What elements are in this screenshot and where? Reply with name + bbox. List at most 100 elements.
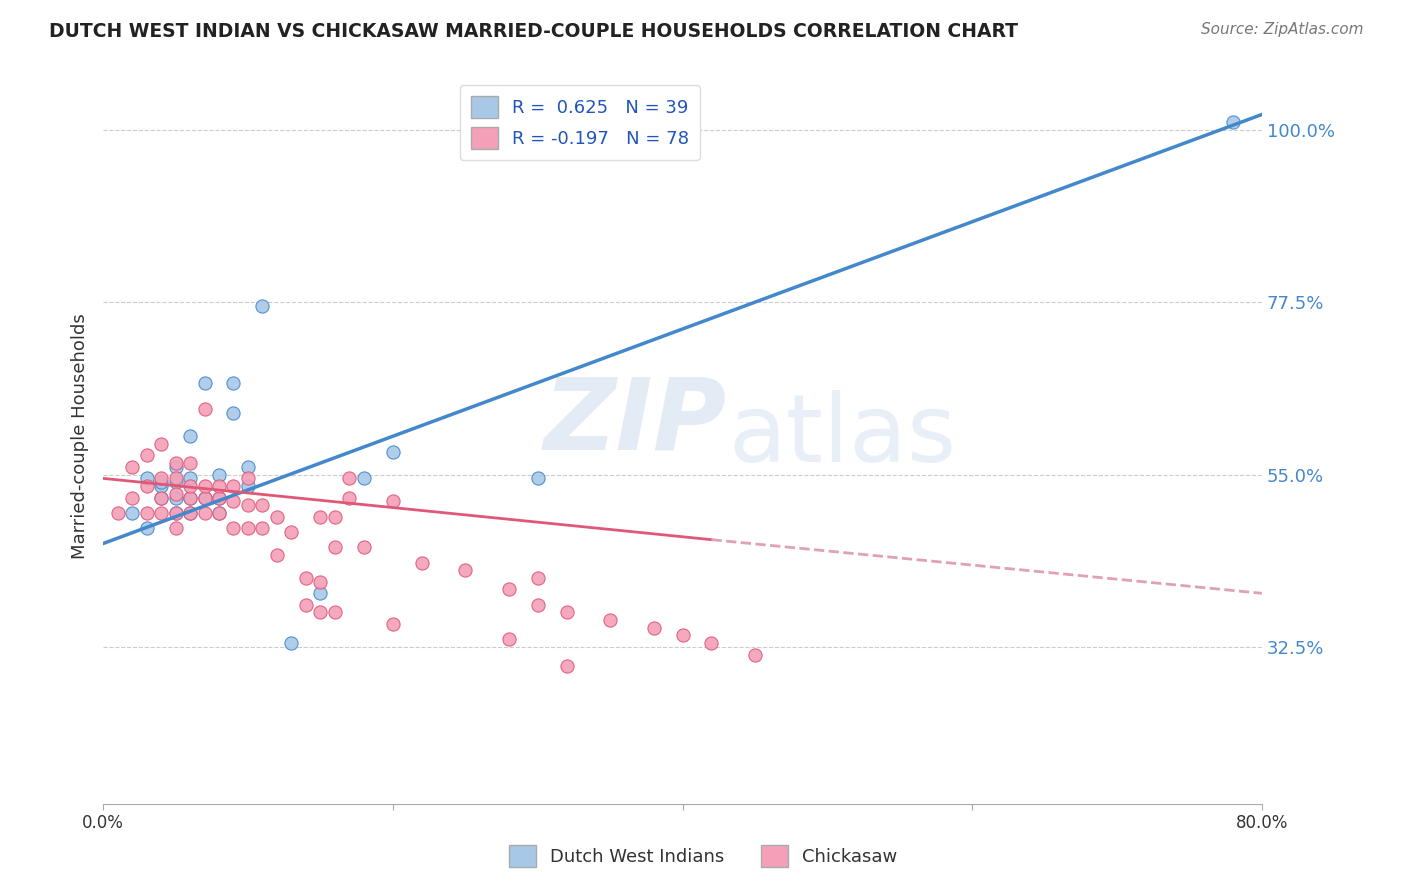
Text: ZIP: ZIP bbox=[544, 373, 727, 470]
Point bbox=[150, 491, 173, 505]
Point bbox=[643, 621, 665, 635]
Text: DUTCH WEST INDIAN VS CHICKASAW MARRIED-COUPLE HOUSEHOLDS CORRELATION CHART: DUTCH WEST INDIAN VS CHICKASAW MARRIED-C… bbox=[49, 22, 1018, 41]
Point bbox=[165, 486, 187, 500]
Legend: Dutch West Indians, Chickasaw: Dutch West Indians, Chickasaw bbox=[502, 838, 904, 874]
Point bbox=[222, 479, 245, 493]
Point bbox=[222, 521, 245, 535]
Point bbox=[121, 506, 143, 520]
Point bbox=[266, 548, 288, 562]
Point bbox=[193, 506, 215, 520]
Point bbox=[179, 479, 201, 493]
Point bbox=[165, 491, 187, 505]
Point bbox=[236, 498, 259, 512]
Point bbox=[309, 509, 332, 524]
Point bbox=[295, 598, 318, 612]
Point bbox=[323, 541, 346, 555]
Y-axis label: Married-couple Households: Married-couple Households bbox=[72, 313, 89, 559]
Point bbox=[309, 586, 332, 600]
Point bbox=[165, 471, 187, 485]
Point bbox=[150, 471, 173, 485]
Point bbox=[179, 456, 201, 470]
Point bbox=[135, 479, 157, 493]
Point bbox=[353, 541, 375, 555]
Point bbox=[337, 471, 360, 485]
Point bbox=[222, 494, 245, 508]
Point bbox=[700, 636, 723, 650]
Point bbox=[353, 471, 375, 485]
Point bbox=[744, 648, 766, 662]
Point bbox=[266, 509, 288, 524]
Point bbox=[208, 467, 231, 482]
Point bbox=[323, 606, 346, 620]
Point bbox=[179, 491, 201, 505]
Point bbox=[555, 659, 578, 673]
Point bbox=[165, 459, 187, 474]
Point bbox=[150, 475, 173, 490]
Point bbox=[121, 459, 143, 474]
Point bbox=[179, 429, 201, 443]
Point bbox=[165, 506, 187, 520]
Point bbox=[150, 437, 173, 451]
Point bbox=[165, 456, 187, 470]
Point bbox=[252, 299, 274, 313]
Point bbox=[295, 571, 318, 585]
Point bbox=[526, 598, 548, 612]
Point bbox=[222, 376, 245, 390]
Point bbox=[252, 521, 274, 535]
Point bbox=[526, 471, 548, 485]
Point bbox=[236, 521, 259, 535]
Point bbox=[222, 406, 245, 420]
Point bbox=[208, 506, 231, 520]
Point bbox=[671, 628, 693, 642]
Point bbox=[135, 521, 157, 535]
Point bbox=[208, 491, 231, 505]
Point bbox=[135, 449, 157, 463]
Point bbox=[454, 563, 477, 577]
Point bbox=[107, 506, 129, 520]
Point bbox=[193, 491, 215, 505]
Point bbox=[526, 571, 548, 585]
Point bbox=[150, 491, 173, 505]
Point bbox=[280, 636, 302, 650]
Point bbox=[165, 506, 187, 520]
Point bbox=[179, 491, 201, 505]
Point bbox=[208, 491, 231, 505]
Point bbox=[280, 524, 302, 539]
Point bbox=[193, 491, 215, 505]
Point bbox=[193, 479, 215, 493]
Point bbox=[309, 574, 332, 589]
Point bbox=[599, 613, 621, 627]
Point bbox=[179, 471, 201, 485]
Point bbox=[150, 479, 173, 493]
Point bbox=[309, 606, 332, 620]
Point bbox=[498, 582, 520, 597]
Point bbox=[252, 498, 274, 512]
Point bbox=[208, 479, 231, 493]
Point bbox=[150, 506, 173, 520]
Point bbox=[236, 479, 259, 493]
Point bbox=[193, 402, 215, 417]
Legend: R =  0.625   N = 39, R = -0.197   N = 78: R = 0.625 N = 39, R = -0.197 N = 78 bbox=[460, 85, 700, 160]
Point bbox=[179, 506, 201, 520]
Point bbox=[208, 506, 231, 520]
Point bbox=[381, 494, 404, 508]
Point bbox=[179, 506, 201, 520]
Point bbox=[135, 471, 157, 485]
Point bbox=[1222, 115, 1244, 129]
Point bbox=[236, 471, 259, 485]
Point bbox=[121, 491, 143, 505]
Point bbox=[555, 606, 578, 620]
Point bbox=[135, 506, 157, 520]
Point bbox=[323, 509, 346, 524]
Point bbox=[165, 475, 187, 490]
Point bbox=[381, 616, 404, 631]
Point bbox=[165, 521, 187, 535]
Text: Source: ZipAtlas.com: Source: ZipAtlas.com bbox=[1201, 22, 1364, 37]
Point bbox=[498, 632, 520, 647]
Point bbox=[193, 376, 215, 390]
Point bbox=[337, 491, 360, 505]
Text: atlas: atlas bbox=[728, 391, 957, 483]
Point bbox=[236, 459, 259, 474]
Point bbox=[381, 444, 404, 458]
Point bbox=[411, 556, 433, 570]
